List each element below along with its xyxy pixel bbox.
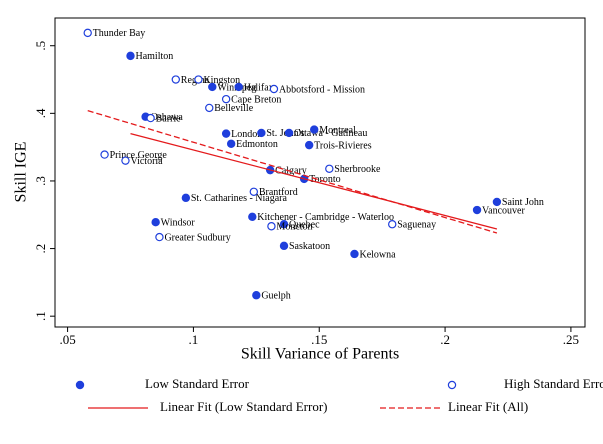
point (267, 222, 276, 231)
point (284, 128, 294, 138)
point-label: Thunder Bay (93, 28, 146, 39)
point (208, 82, 217, 92)
point-label: Prince George (110, 150, 168, 161)
point-label: Greater Sudbury (164, 232, 230, 243)
point-label: Saguenay (397, 220, 436, 231)
y-tick-label: .1 (33, 311, 48, 321)
legend-marker (75, 380, 85, 390)
point-label: Edmonton (236, 139, 278, 150)
point (194, 75, 203, 84)
point (205, 103, 214, 113)
point-label: Moncton (276, 222, 312, 233)
legend-marker (447, 380, 457, 390)
point-label: St. Catharines - Niagara (191, 193, 288, 204)
point-label: Oshawa (151, 112, 184, 123)
point-label: Saskatoon (289, 241, 330, 252)
point (310, 125, 319, 134)
point-label: Kingston (203, 75, 240, 86)
point (100, 150, 109, 159)
point (249, 187, 259, 196)
point (126, 51, 135, 61)
point (234, 82, 243, 92)
point-label: Vancouver (482, 205, 525, 216)
point (257, 128, 266, 138)
point (279, 241, 289, 251)
x-tick-label: .1 (189, 332, 199, 347)
fit-line (87, 110, 498, 234)
point (472, 205, 482, 215)
point (325, 164, 334, 173)
point (226, 139, 236, 148)
x-tick-label: .25 (563, 332, 579, 347)
point (221, 129, 231, 138)
point (388, 220, 397, 229)
x-axis-label: Skill Variance of Parents (241, 346, 399, 363)
point (146, 113, 155, 123)
point-label: Hamilton (135, 51, 173, 62)
point (279, 220, 289, 229)
point-label: Ottawa - Gatineau (294, 128, 367, 139)
y-tick-label: .4 (33, 108, 48, 118)
point (151, 217, 160, 227)
legend-label: High Standard Error (504, 376, 603, 391)
y-axis-label: Skill IGE (13, 142, 30, 203)
point-label: Kitchener - Cambridge - Waterloo (257, 212, 394, 223)
point-label: Windsor (161, 217, 196, 228)
point-label: Toronto (309, 174, 341, 185)
legend-label: Linear Fit (Low Standard Error) (160, 399, 328, 414)
point-label: Kelowna (359, 249, 396, 260)
x-tick-label: .05 (59, 332, 75, 347)
point-label: Cape Breton (231, 94, 281, 105)
point (221, 94, 231, 104)
plot-frame (54, 17, 586, 328)
point (350, 249, 359, 259)
y-tick-label: .5 (33, 41, 48, 51)
point-label: Victoria (130, 156, 163, 167)
x-tick-label: .15 (311, 332, 327, 347)
point-label: Montreal (319, 125, 356, 136)
fit-line (130, 132, 498, 230)
legend-label: Low Standard Error (145, 376, 250, 391)
point-label: Abbotsford - Mission (279, 84, 365, 95)
point (248, 212, 257, 221)
point (304, 140, 314, 150)
y-tick-label: .3 (33, 176, 48, 186)
point (492, 197, 502, 207)
point-label: Trois-Rivieres (314, 140, 372, 151)
point (181, 193, 191, 203)
point-label: Saint John (502, 197, 544, 208)
point-label: Brantford (259, 187, 298, 198)
point (83, 28, 92, 38)
point (252, 291, 261, 300)
point-label: Belleville (214, 103, 253, 114)
point-label: Guelph (261, 291, 290, 302)
point-label: London (231, 129, 262, 140)
point-label: Sherbrooke (334, 164, 381, 175)
x-tick-label: .2 (440, 332, 450, 347)
y-tick-label: .2 (33, 244, 48, 254)
point (121, 156, 130, 165)
point (155, 232, 164, 242)
point-label: Barrie (156, 113, 182, 124)
point (171, 75, 180, 84)
legend-label: Linear Fit (All) (448, 399, 528, 414)
point-label: Quebec (289, 220, 320, 231)
point (269, 84, 279, 94)
point-label: Halifax (244, 82, 274, 93)
